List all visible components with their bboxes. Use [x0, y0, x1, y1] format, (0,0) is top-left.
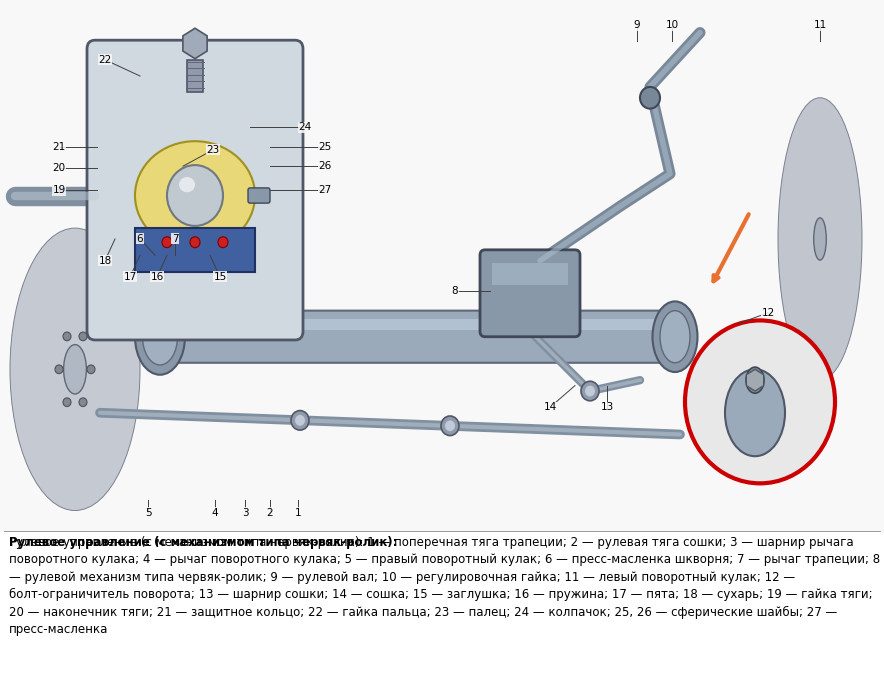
Bar	[492, 263, 568, 285]
Text: 3: 3	[241, 508, 248, 518]
Text: Рулевое управление (с механизмом типа червяк-ролик):: Рулевое управление (с механизмом типа че…	[9, 536, 397, 549]
Ellipse shape	[778, 98, 862, 380]
Ellipse shape	[725, 370, 785, 456]
Text: Рулевое управление (с механизмом типа червяк-ролик): 1 — поперечная тяга трапеци: Рулевое управление (с механизмом типа че…	[9, 536, 880, 637]
Text: 6: 6	[137, 234, 143, 244]
Ellipse shape	[37, 287, 113, 452]
Text: 17: 17	[124, 272, 137, 282]
Circle shape	[291, 411, 309, 430]
Circle shape	[87, 365, 95, 374]
Circle shape	[218, 237, 228, 247]
Text: 26: 26	[318, 161, 332, 171]
Text: 25: 25	[318, 142, 332, 152]
Text: 27: 27	[318, 185, 332, 195]
Text: 12: 12	[761, 308, 774, 318]
Ellipse shape	[792, 145, 848, 333]
Text: 19: 19	[52, 185, 65, 195]
Text: 1: 1	[294, 508, 301, 518]
Circle shape	[167, 165, 223, 226]
Ellipse shape	[789, 133, 851, 345]
Text: 11: 11	[813, 20, 827, 30]
Ellipse shape	[803, 180, 837, 298]
Ellipse shape	[42, 299, 108, 440]
Bar	[187, 60, 203, 92]
Text: 23: 23	[206, 145, 219, 155]
Bar	[135, 228, 255, 272]
Ellipse shape	[135, 299, 185, 375]
Circle shape	[162, 237, 172, 247]
Ellipse shape	[746, 367, 764, 393]
Ellipse shape	[796, 157, 844, 321]
Ellipse shape	[813, 218, 827, 260]
Ellipse shape	[64, 344, 87, 394]
Ellipse shape	[660, 311, 690, 363]
Circle shape	[445, 420, 455, 431]
Circle shape	[190, 237, 200, 247]
Ellipse shape	[785, 121, 855, 357]
FancyBboxPatch shape	[480, 250, 580, 337]
Ellipse shape	[53, 322, 96, 416]
Ellipse shape	[27, 263, 124, 475]
Text: 15: 15	[213, 272, 226, 282]
Text: 14: 14	[544, 402, 557, 412]
Text: 7: 7	[171, 234, 179, 244]
FancyBboxPatch shape	[248, 188, 270, 203]
Circle shape	[295, 415, 305, 426]
Ellipse shape	[135, 141, 255, 250]
Circle shape	[79, 332, 87, 341]
Ellipse shape	[48, 311, 102, 428]
Ellipse shape	[640, 87, 660, 108]
Ellipse shape	[652, 302, 697, 372]
Circle shape	[63, 398, 71, 407]
Text: 20: 20	[52, 163, 65, 174]
Circle shape	[585, 386, 595, 397]
Ellipse shape	[15, 240, 134, 499]
Ellipse shape	[58, 334, 91, 405]
Text: 9: 9	[634, 20, 640, 30]
Ellipse shape	[10, 228, 140, 511]
Circle shape	[63, 332, 71, 341]
Ellipse shape	[32, 275, 118, 464]
Text: 24: 24	[299, 122, 312, 132]
Ellipse shape	[810, 203, 830, 275]
Text: 4: 4	[211, 508, 218, 518]
Text: 16: 16	[150, 272, 164, 282]
Ellipse shape	[179, 177, 195, 193]
Circle shape	[685, 321, 835, 483]
Text: 13: 13	[600, 402, 613, 412]
Circle shape	[55, 365, 63, 374]
Bar	[160, 319, 675, 330]
Circle shape	[79, 398, 87, 407]
Text: 18: 18	[98, 256, 111, 266]
Ellipse shape	[142, 308, 178, 365]
Text: 21: 21	[52, 142, 65, 152]
Ellipse shape	[65, 346, 86, 393]
Circle shape	[441, 416, 459, 435]
Ellipse shape	[813, 216, 827, 262]
Ellipse shape	[799, 168, 841, 310]
FancyBboxPatch shape	[153, 311, 682, 363]
Text: 2: 2	[267, 508, 273, 518]
Ellipse shape	[781, 110, 858, 368]
Ellipse shape	[817, 227, 824, 251]
Text: 8: 8	[452, 286, 458, 296]
Text: 22: 22	[98, 55, 111, 64]
Text: 10: 10	[666, 20, 679, 30]
Ellipse shape	[806, 192, 834, 286]
FancyBboxPatch shape	[87, 40, 303, 340]
Ellipse shape	[21, 252, 129, 487]
Circle shape	[581, 381, 599, 401]
Ellipse shape	[70, 357, 80, 381]
Text: 5: 5	[145, 508, 151, 518]
